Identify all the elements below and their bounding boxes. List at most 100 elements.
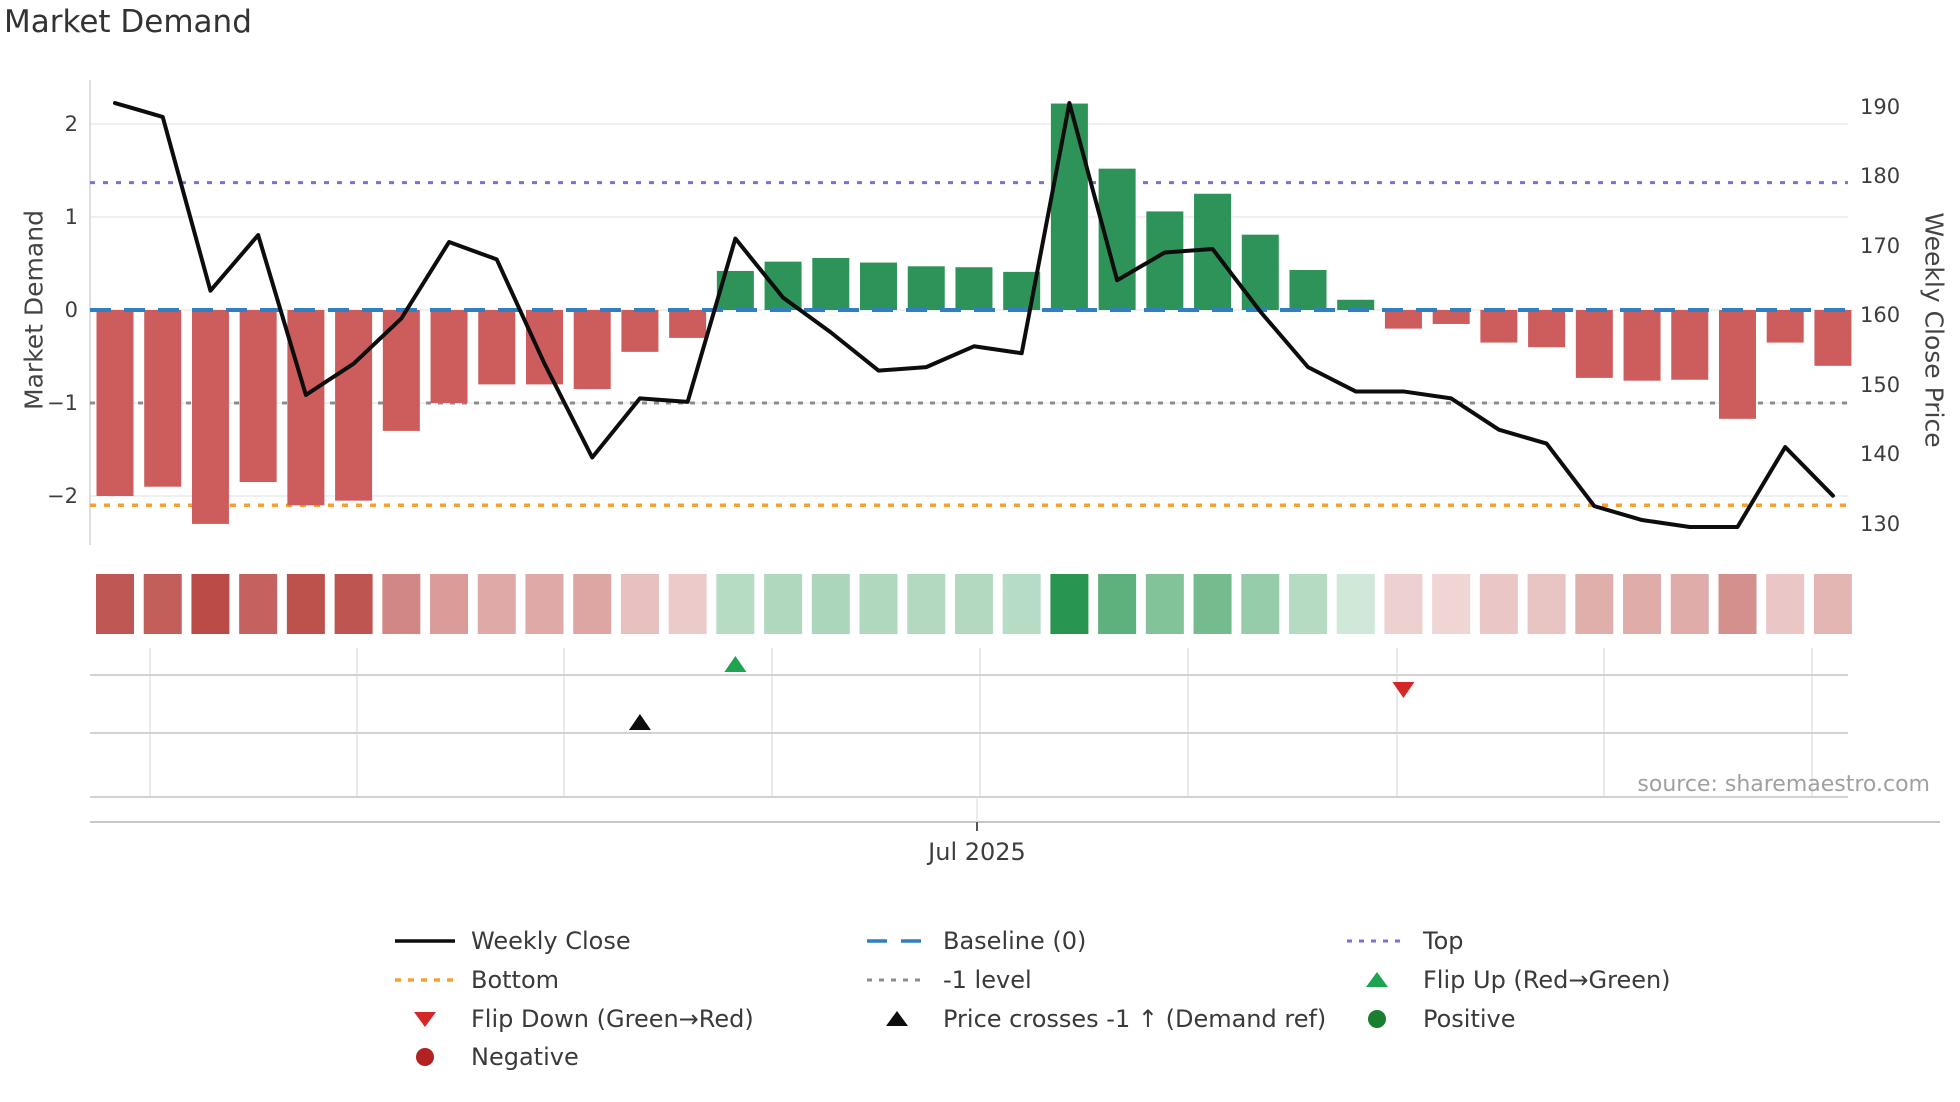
- legend-item-dot-purple: Top: [1345, 924, 1464, 958]
- legend-label: Top: [1423, 927, 1464, 955]
- heat-tile: [382, 574, 421, 634]
- dot-orange-swatch: [395, 978, 455, 982]
- heat-tile: [239, 574, 278, 634]
- demand-bar: [1766, 310, 1804, 343]
- heat-tile: [1479, 574, 1518, 634]
- legend-label: Positive: [1423, 1005, 1516, 1033]
- heat-tile: [859, 574, 898, 634]
- legend-item-dot-orange: Bottom: [393, 963, 559, 997]
- tri-down-red-swatch: [414, 1012, 436, 1027]
- heat-tile: [1670, 574, 1709, 634]
- demand-bar: [764, 261, 802, 310]
- legend-item-circle-darkred: Negative: [393, 1040, 579, 1074]
- demand-bar: [1050, 103, 1088, 310]
- left-tick-label: 0: [64, 298, 78, 322]
- right-axis-label: Weekly Close Price: [1919, 212, 1949, 448]
- flip-down-marker: [1392, 682, 1415, 698]
- demand-bar: [1337, 299, 1375, 310]
- demand-bar: [1575, 310, 1613, 378]
- heat-tile: [764, 574, 803, 634]
- right-tick-label: 190: [1860, 94, 1901, 119]
- right-tick-label: 180: [1860, 164, 1901, 188]
- line-black-swatch: [395, 939, 455, 943]
- left-tick-label: 1: [64, 205, 78, 229]
- legend-label: Baseline (0): [943, 927, 1087, 955]
- legend-label: Bottom: [471, 966, 560, 994]
- demand-bar: [1480, 310, 1518, 343]
- circle-darkred-swatch: [416, 1048, 434, 1066]
- demand-bar: [907, 266, 945, 310]
- heat-tile: [1241, 574, 1280, 634]
- left-axis-label: Market Demand: [19, 210, 49, 410]
- demand-bar: [1528, 310, 1566, 348]
- legend-label: Weekly Close: [471, 927, 631, 955]
- demand-bar: [478, 310, 516, 385]
- heat-tile: [191, 574, 230, 634]
- legend-label: Price crosses -1 ↑ (Demand ref): [943, 1005, 1327, 1033]
- demand-bar: [812, 257, 850, 310]
- weekly-close-line: [113, 101, 1835, 529]
- price-cross-marker: [628, 714, 651, 730]
- demand-bar: [1814, 310, 1852, 366]
- heat-tile: [1193, 574, 1232, 634]
- dot-purple-swatch: [1347, 939, 1407, 943]
- legend-label: Flip Up (Red→Green): [1423, 966, 1671, 994]
- source-credit: source: sharemaestro.com: [1637, 772, 1930, 797]
- heat-tile: [1384, 574, 1423, 634]
- heat-tile: [1145, 574, 1184, 634]
- heat-tile: [668, 574, 707, 634]
- demand-bar: [1432, 310, 1470, 324]
- legend-item-line-black: Weekly Close: [393, 924, 631, 958]
- left-tick-label: −2: [47, 484, 78, 508]
- right-tick-label: 140: [1860, 442, 1901, 466]
- heat-tile: [1336, 574, 1375, 634]
- heat-tile: [811, 574, 850, 634]
- tri-up-black-swatch: [886, 1011, 908, 1026]
- legend-label: -1 level: [943, 966, 1032, 994]
- heat-tile: [143, 574, 182, 634]
- heat-tile: [1432, 574, 1471, 634]
- heat-tile: [430, 574, 469, 634]
- dot-gray-swatch: [867, 978, 927, 982]
- demand-bar: [287, 310, 325, 506]
- demand-bar: [860, 262, 898, 310]
- heat-tile: [1575, 574, 1614, 634]
- heat-tile: [573, 574, 612, 634]
- demand-bar: [669, 310, 707, 338]
- heat-tile: [1527, 574, 1566, 634]
- heat-tile: [1289, 574, 1327, 634]
- x-tick-label: Jul 2025: [928, 838, 1026, 866]
- heat-tile: [716, 574, 755, 634]
- right-tick-label: 160: [1860, 303, 1901, 327]
- right-tick-label: 130: [1860, 511, 1901, 536]
- circle-green-swatch: [1368, 1010, 1386, 1028]
- heat-tile: [477, 574, 516, 634]
- demand-bar: [1289, 270, 1327, 310]
- demand-bar: [955, 267, 993, 310]
- heat-tile: [954, 574, 993, 634]
- demand-bar: [621, 310, 659, 352]
- demand-bar: [335, 310, 373, 501]
- left-tick-label: −1: [47, 391, 78, 415]
- tri-up-green-swatch: [1366, 972, 1388, 987]
- heat-tile: [286, 574, 325, 634]
- demand-bar: [525, 310, 563, 385]
- legend-item-tri-up-black: Price crosses -1 ↑ (Demand ref): [865, 1002, 1326, 1036]
- legend-label: Flip Down (Green→Red): [471, 1005, 754, 1033]
- heat-tile: [334, 574, 373, 634]
- chart-title: Market Demand: [4, 4, 252, 40]
- demand-bar: [96, 310, 134, 496]
- demand-bar: [1623, 310, 1661, 381]
- heat-tile: [1098, 574, 1137, 634]
- heat-tile: [907, 574, 946, 634]
- demand-bar: [1241, 234, 1279, 310]
- heat-tile: [525, 574, 564, 634]
- heat-tile: [1718, 574, 1757, 634]
- demand-bar: [1671, 310, 1709, 380]
- right-tick-label: 150: [1860, 372, 1901, 397]
- legend-item-dash-blue: Baseline (0): [865, 924, 1086, 958]
- dash-blue-swatch: [867, 939, 927, 943]
- demand-bar: [191, 310, 229, 524]
- heat-tile: [1623, 574, 1662, 634]
